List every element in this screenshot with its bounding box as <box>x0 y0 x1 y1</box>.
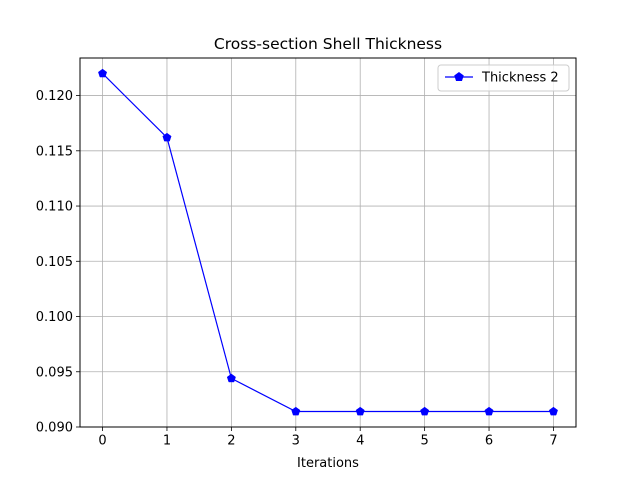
data-point-marker <box>420 406 430 416</box>
data-point-marker <box>548 406 558 416</box>
legend-box <box>437 64 570 92</box>
data-point-marker <box>98 68 108 78</box>
y-tick-label: 0.115 <box>36 144 73 159</box>
y-tick-label: 0.105 <box>36 255 73 270</box>
x-tick-label: 2 <box>227 434 235 449</box>
data-point-marker <box>355 406 365 416</box>
data-point-marker <box>484 406 494 416</box>
x-tick-label: 7 <box>549 434 557 449</box>
y-tick-label: 0.095 <box>36 365 73 380</box>
data-point-marker <box>291 406 301 416</box>
chart-title: Cross-section Shell Thickness <box>214 35 442 53</box>
legend: Thickness 2 <box>437 64 570 92</box>
y-tick-label: 0.120 <box>36 89 73 104</box>
x-tick-label: 5 <box>420 434 428 449</box>
series-line <box>102 73 554 413</box>
plot-area-frame <box>79 57 577 428</box>
y-tick-label: 0.100 <box>36 310 73 325</box>
y-tick-label: 0.110 <box>36 200 73 215</box>
legend-label: Thickness 2 <box>481 71 559 86</box>
x-tick-label: 6 <box>485 434 493 449</box>
x-tick-label: 0 <box>98 434 106 449</box>
x-axis-label: Iterations <box>297 456 359 471</box>
data-point-marker <box>162 132 172 142</box>
y-axis-ticks: 0.090 0.095 0.100 0.105 0.110 0.115 0.120 <box>36 89 80 436</box>
data-point-marker <box>226 373 236 383</box>
x-axis-ticks: 0 1 2 3 4 5 6 7 <box>98 427 558 449</box>
x-tick-label: 4 <box>356 434 364 449</box>
x-tick-label: 3 <box>292 434 300 449</box>
x-tick-label: 1 <box>163 434 171 449</box>
series-layer <box>98 68 558 416</box>
y-tick-label: 0.090 <box>36 421 73 436</box>
legend-marker <box>454 71 464 82</box>
